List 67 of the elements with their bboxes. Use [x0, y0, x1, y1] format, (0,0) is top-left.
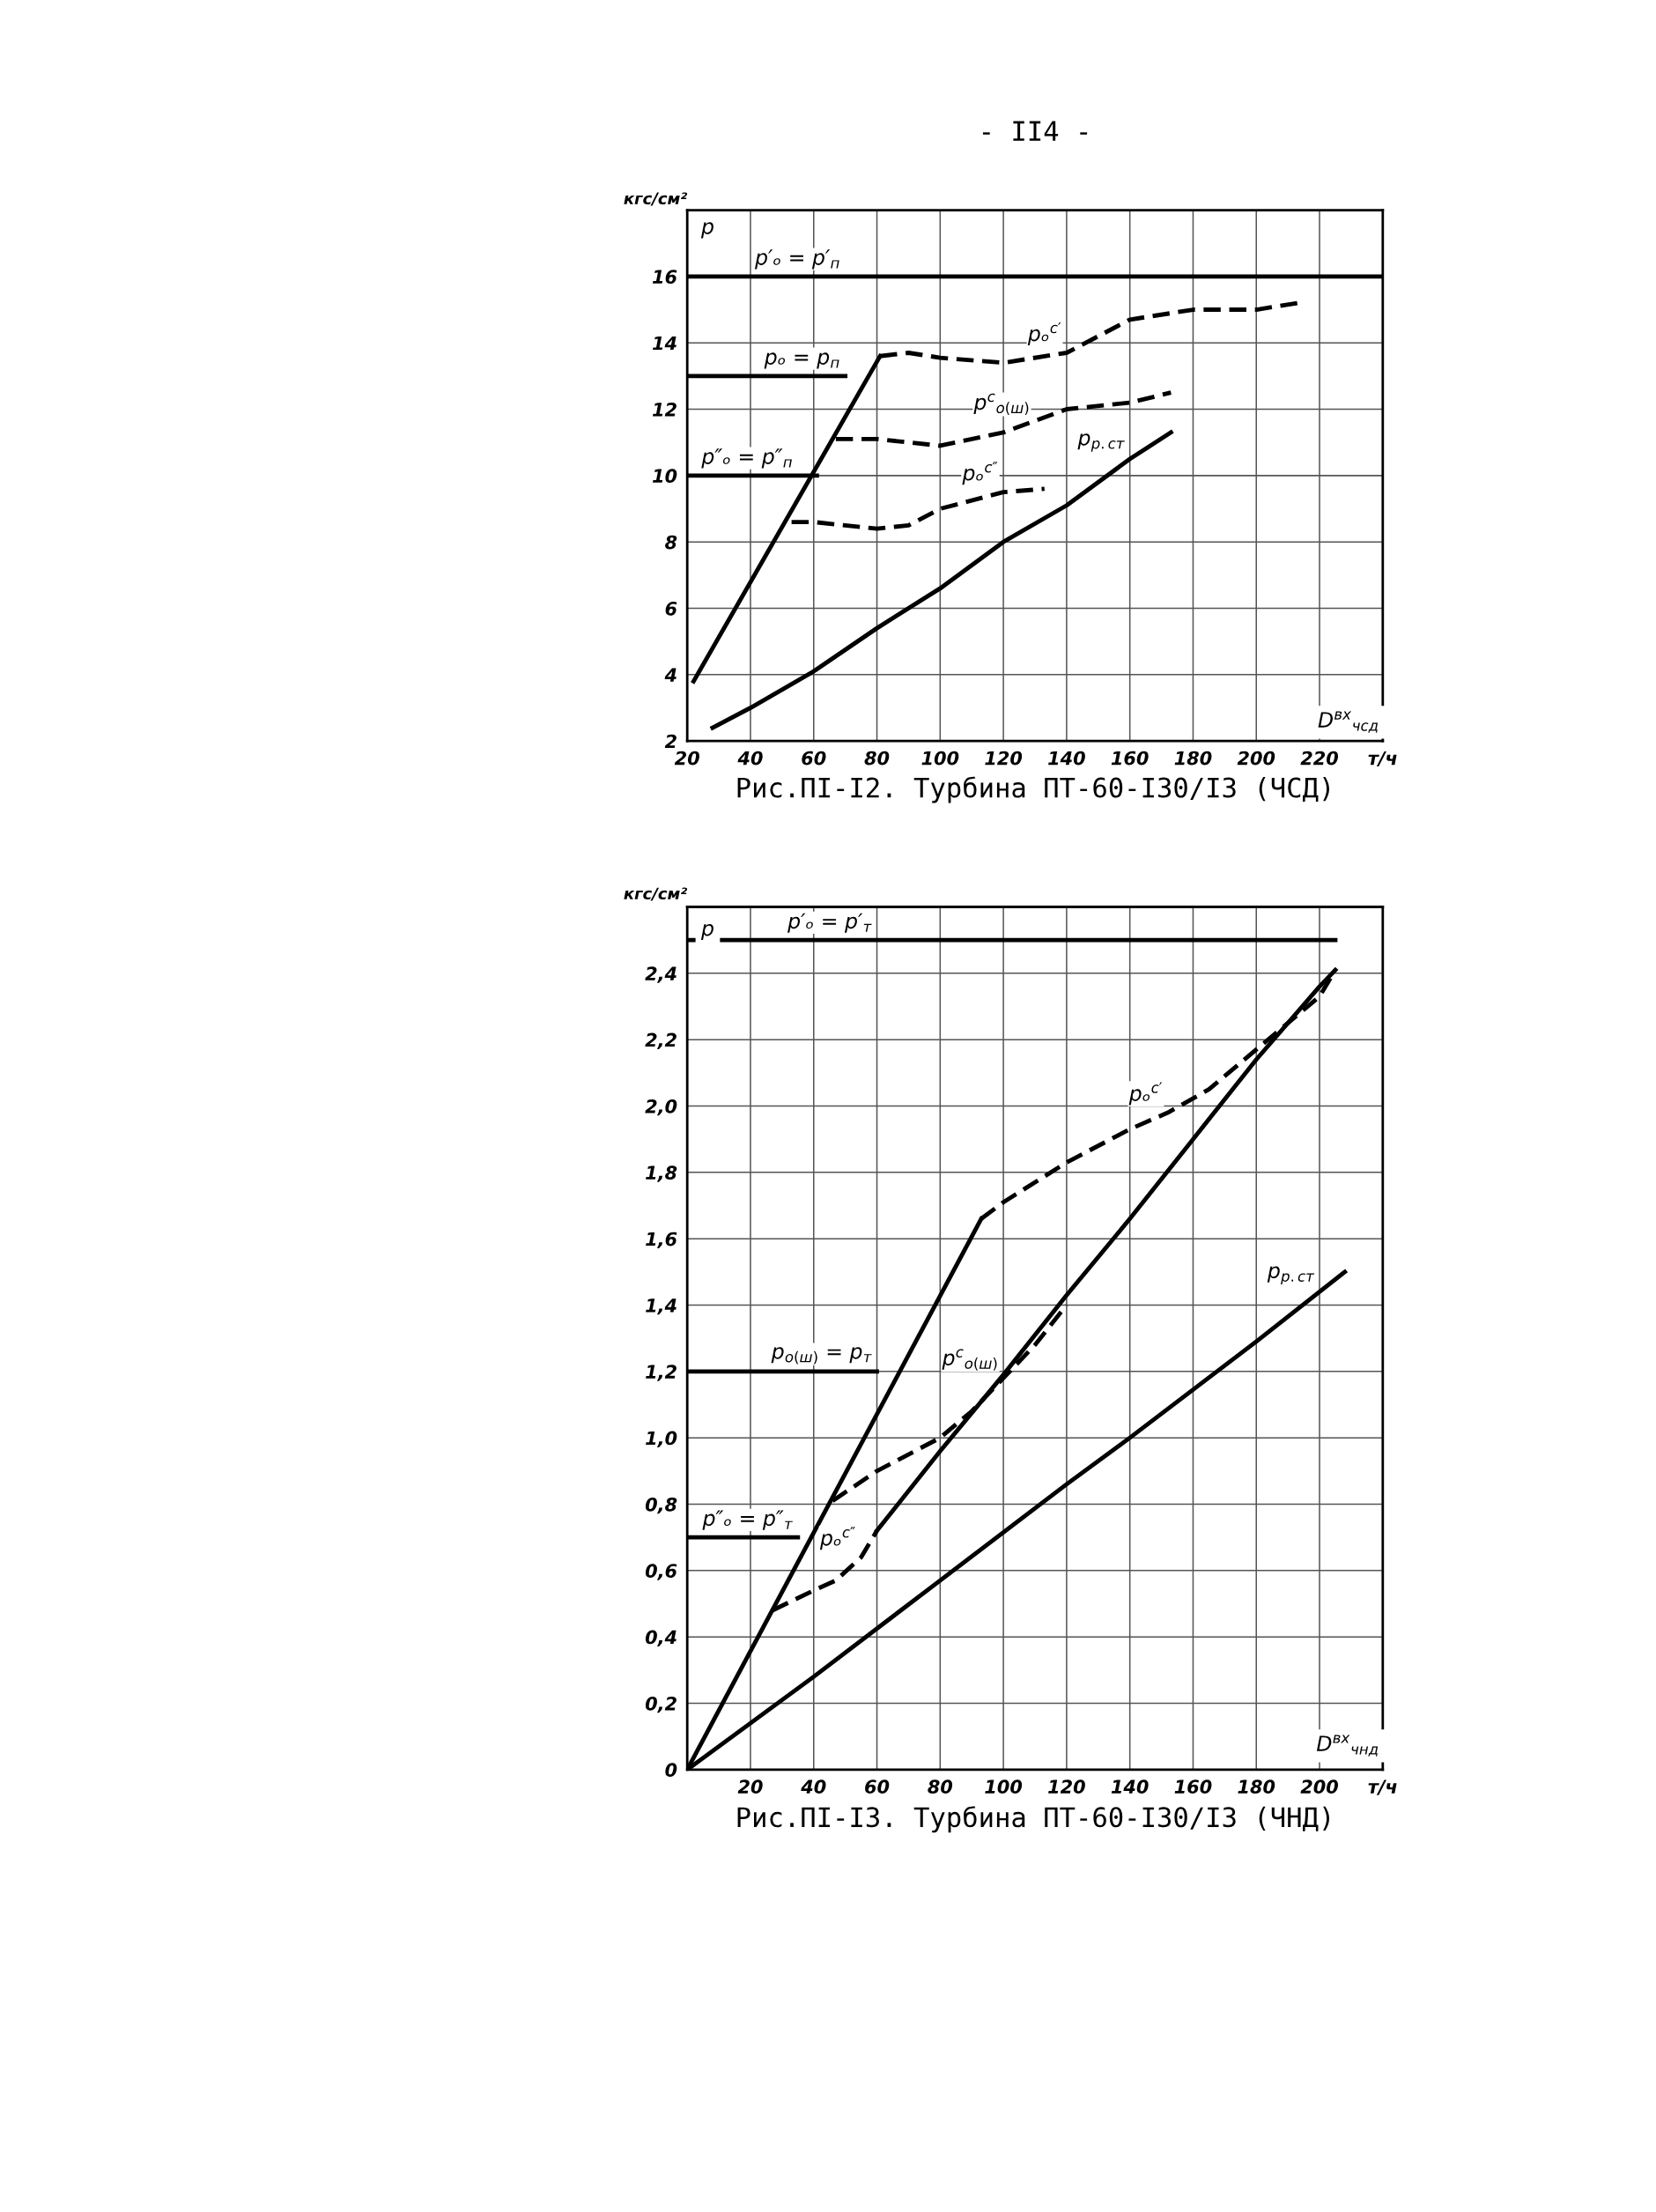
- y-tick-label: 0: [665, 1763, 677, 1778]
- annotation: p$^{с}$$_{о(ш)}$: [942, 1349, 997, 1371]
- annotation: p: [700, 222, 713, 239]
- annotation: pₒ = p$_{п}$: [764, 352, 839, 369]
- y-tick-label: 1,4: [646, 1298, 676, 1315]
- y-tick-label: 1,8: [646, 1165, 677, 1182]
- x-tick-label: т/ч: [1368, 1779, 1397, 1795]
- text: Рис.ПI-I2. Турбина ПТ-60-I30/I3 (ЧСД): [737, 776, 1329, 803]
- y-tick-label: 4: [664, 668, 676, 682]
- y-tick-label: 14: [652, 336, 676, 351]
- y-tick-label: 0,8: [645, 1497, 677, 1514]
- x-tick-label: 100: [921, 751, 959, 766]
- y-tick-label: 8: [665, 535, 677, 550]
- annotation: pₒ$^{с′}$: [1128, 1082, 1163, 1106]
- y-tick-label: 10: [652, 469, 677, 484]
- x-tick-label: 40: [737, 751, 763, 766]
- x-tick-label: 80: [864, 751, 890, 766]
- annotation: p$_{р.ст}$: [1267, 1266, 1315, 1285]
- y-tick-label: 6: [665, 602, 677, 616]
- x-tick-label: 200: [1300, 1779, 1339, 1794]
- x-tick-label: 100: [985, 1779, 1023, 1794]
- x-tick-label: 140: [1048, 751, 1085, 766]
- x-tick-label: 160: [1174, 1779, 1212, 1794]
- annotation: p: [700, 923, 713, 941]
- x-tick-label: 220: [1300, 751, 1339, 766]
- x-tick-label: 40: [801, 1779, 826, 1794]
- annotation: p$_{р.ст}$: [1077, 433, 1125, 452]
- text: - II4 -: [982, 121, 1088, 141]
- x-tick-label: 120: [985, 751, 1023, 766]
- annotation: p′ₒ = p′$_{п}$: [754, 249, 839, 270]
- x-tick-label: 140: [1111, 1779, 1149, 1794]
- x-tick-label: 60: [865, 1779, 890, 1794]
- y-axis-title: кгс/см²: [624, 192, 688, 206]
- x-tick-label: 120: [1048, 1779, 1085, 1794]
- annotation: pₒ$^{с″}$: [819, 1527, 855, 1550]
- y-tick-label: 1,6: [646, 1232, 677, 1249]
- annotation: p″ₒ = p″$_{т}$: [702, 1510, 793, 1530]
- y-tick-label: 1,0: [646, 1431, 677, 1448]
- annotation: pₒ$^{с″}$: [962, 462, 998, 485]
- x-tick-label: 180: [1174, 751, 1212, 766]
- y-tick-label: 1,2: [646, 1365, 676, 1381]
- y-tick-label: 2,2: [645, 1032, 676, 1050]
- x-tick-label: 160: [1111, 751, 1149, 766]
- y-axis-title: кгс/см²: [624, 887, 688, 901]
- x-tick-label: т/ч: [1368, 751, 1397, 767]
- y-tick-label: 2,0: [645, 1099, 677, 1116]
- x-axis-title: D$^{вх}$$_{чнд}$: [1316, 1735, 1379, 1757]
- y-tick-label: 0,6: [645, 1564, 677, 1580]
- x-tick-label: 20: [674, 751, 699, 766]
- x-tick-label: 80: [928, 1779, 953, 1794]
- y-tick-label: 0,2: [645, 1696, 676, 1713]
- x-tick-label: 20: [737, 1779, 763, 1794]
- annotation: p″ₒ = p″$_{п}$: [701, 448, 792, 469]
- x-tick-label: 180: [1238, 1779, 1275, 1794]
- y-tick-label: 16: [652, 270, 677, 285]
- y-tick-label: 12: [652, 402, 676, 417]
- annotation: p$^{с}$$_{о(ш)}$: [973, 393, 1029, 416]
- x-axis-title: D$^{вх}$$_{чсд}$: [1318, 711, 1379, 733]
- x-tick-label: 200: [1237, 751, 1275, 766]
- annotation: p$_{о(ш)}$ = p$_{т}$: [771, 1347, 872, 1365]
- y-tick-label: 0,4: [645, 1630, 676, 1647]
- annotation: pₒ$^{с′}$: [1027, 322, 1061, 345]
- text: Рис.ПI-I3. Турбина ПТ-60-I30/I3 (ЧНД): [737, 1806, 1329, 1833]
- x-tick-label: 60: [802, 751, 826, 766]
- y-tick-label: 2: [664, 734, 676, 749]
- y-tick-label: 2,4: [645, 966, 676, 983]
- annotation: p′ₒ = p′$_{т}$: [787, 913, 872, 933]
